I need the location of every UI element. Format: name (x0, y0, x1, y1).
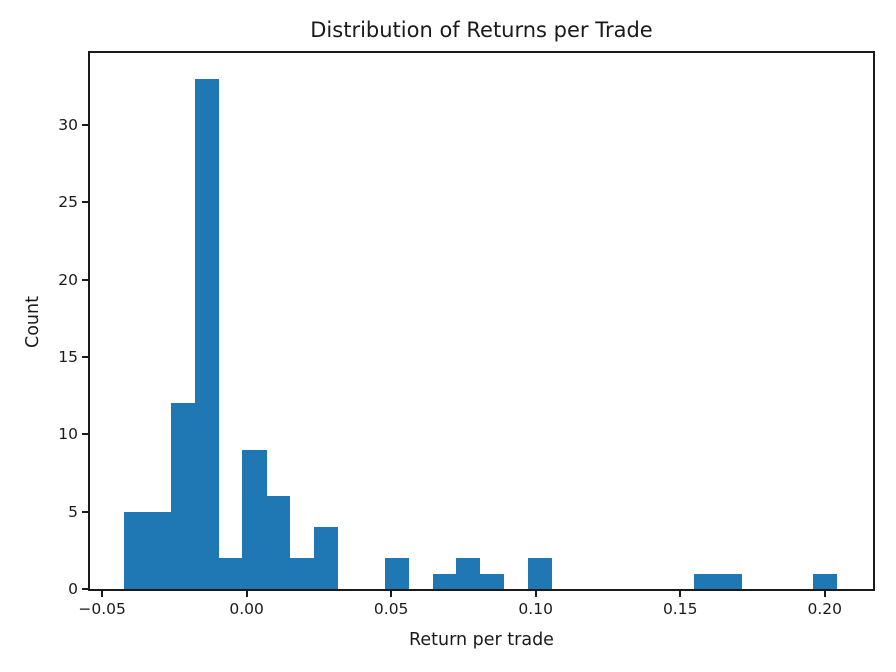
x-tick-mark (534, 591, 537, 597)
y-tick-label: 20 (58, 270, 78, 289)
histogram-bar (313, 527, 338, 589)
y-tick-label: 0 (68, 580, 78, 598)
histogram-bar (717, 573, 742, 589)
y-tick-label: 5 (68, 502, 78, 521)
x-tick-mark (679, 591, 682, 597)
y-tick-mark (82, 588, 88, 590)
x-tick-label: 0.05 (373, 600, 409, 618)
histogram-bar (480, 573, 505, 589)
y-tick-mark (82, 355, 88, 358)
y-tick-mark (82, 201, 88, 204)
y-tick-mark (82, 123, 88, 126)
x-tick-label: 0.00 (229, 600, 264, 618)
plot-area (88, 51, 875, 591)
x-tick-label: 0.15 (662, 600, 698, 618)
chart-title: Distribution of Returns per Trade (310, 18, 653, 42)
x-tick-mark (101, 591, 104, 597)
histogram-bar (812, 573, 837, 589)
x-tick-label: 0.10 (518, 600, 553, 618)
histogram-bar (147, 511, 172, 589)
y-tick-mark (82, 278, 88, 281)
histogram-bar (432, 573, 457, 589)
histogram-bar (456, 558, 481, 589)
histogram-bar (693, 573, 719, 589)
histogram-bar (266, 496, 291, 589)
y-axis-label: Count (23, 296, 43, 348)
y-tick-mark (82, 510, 88, 513)
x-tick-mark (390, 591, 393, 597)
histogram-bar (289, 558, 315, 589)
histogram-bar (527, 558, 552, 589)
histogram-bar (242, 449, 267, 589)
x-tick-mark (245, 591, 248, 597)
x-axis-label: Return per trade (409, 630, 554, 650)
y-tick-label: 25 (58, 193, 78, 212)
histogram-bar (384, 558, 410, 589)
y-tick-mark (82, 433, 88, 436)
y-tick-label: 30 (58, 115, 78, 134)
histogram-bar (218, 558, 243, 589)
histogram-bar (171, 403, 196, 589)
x-tick-label: 0.20 (807, 600, 842, 618)
histogram-bar (194, 78, 219, 589)
x-tick-label: −0.05 (78, 600, 126, 618)
y-tick-label: 15 (58, 347, 78, 366)
y-tick-label: 10 (58, 425, 78, 444)
histogram-bar (123, 511, 148, 589)
x-tick-mark (823, 591, 826, 597)
